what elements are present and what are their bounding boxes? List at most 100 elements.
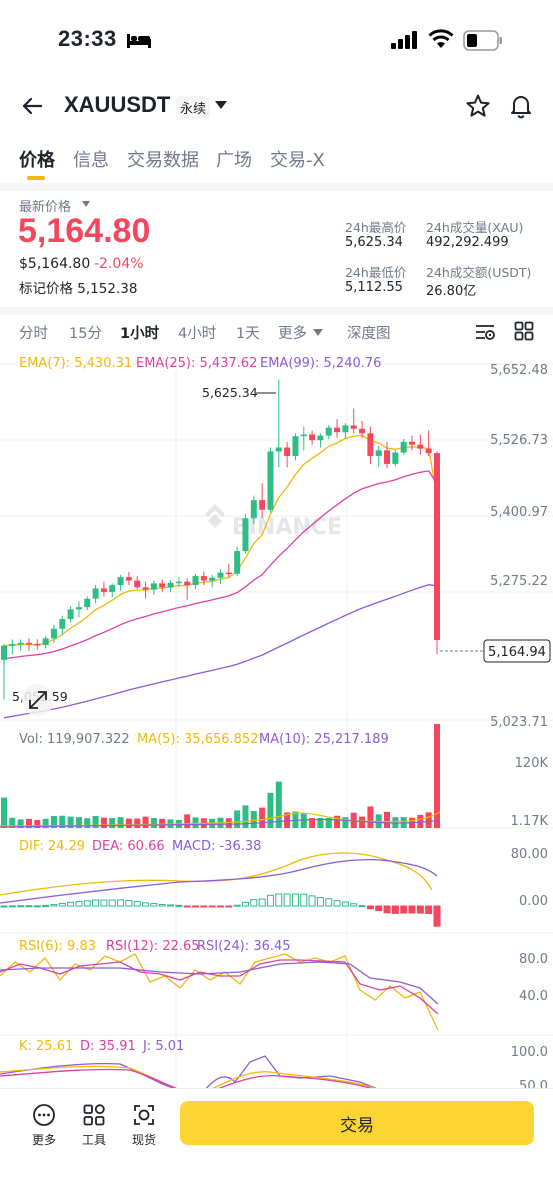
- volume-bar: [417, 814, 424, 828]
- spot-button[interactable]: 现货: [124, 1103, 164, 1148]
- macd-bar: [308, 895, 316, 907]
- ema25-label: EMA(25): 5,437.62: [136, 356, 257, 371]
- macd-dea-label: DEA: 60.66: [92, 839, 165, 854]
- macd-bar: [67, 901, 75, 907]
- volume-bar: [367, 806, 374, 828]
- tools-button[interactable]: 工具: [74, 1103, 114, 1148]
- volume-bar: [184, 814, 191, 828]
- ema7-label: EMA(7): 5,430.31: [19, 356, 132, 371]
- macd-bar: [233, 904, 241, 907]
- candle-body: [75, 607, 82, 610]
- candle-body: [67, 609, 74, 620]
- macd-bar: [150, 903, 158, 907]
- macd-bar: [58, 902, 66, 907]
- symbol-dropdown-caret-icon[interactable]: [215, 100, 227, 110]
- mark-price: 标记价格 5,152.38: [19, 281, 138, 297]
- back-arrow-icon[interactable]: [20, 94, 44, 118]
- macd-bar: [125, 899, 133, 907]
- section-divider-2: [0, 307, 553, 315]
- volume-bar: [275, 781, 282, 828]
- candle-body: [92, 588, 99, 599]
- symbol-name[interactable]: XAUUSDT: [64, 92, 171, 117]
- rsi6-label: RSI(6): 9.83: [19, 939, 96, 954]
- macd-bar: [0, 905, 8, 908]
- notification-bell-icon[interactable]: [508, 93, 534, 119]
- rsi-tick-2: 40.0: [519, 989, 548, 1004]
- candle-body: [334, 427, 341, 433]
- macd-bar: [200, 905, 208, 908]
- candle-body: [209, 577, 216, 581]
- macd-bar: [366, 905, 374, 910]
- indicator-settings-icon[interactable]: [474, 322, 496, 342]
- macd-bar: [325, 898, 333, 907]
- candle-body: [84, 598, 91, 608]
- interval-1h[interactable]: 1小时: [120, 326, 160, 342]
- volume-bar: [309, 818, 316, 828]
- macd-bar: [175, 904, 183, 907]
- latest-price-label[interactable]: 最新价格: [19, 200, 72, 215]
- candle-body: [434, 453, 440, 641]
- macd-histogram: [0, 893, 441, 927]
- macd-bar: [275, 893, 283, 907]
- favorite-star-icon[interactable]: [465, 93, 491, 119]
- watermark-text: BINANCE: [232, 515, 342, 540]
- candle-body: [375, 450, 382, 456]
- price-change-percent: -2.04%: [94, 256, 144, 272]
- chart-gridlines: [0, 363, 553, 1090]
- candle-body: [342, 425, 349, 433]
- tab-square[interactable]: 广场: [216, 150, 252, 171]
- interval-line[interactable]: 分时: [19, 326, 48, 342]
- macd-bar: [333, 900, 341, 907]
- interval-15m[interactable]: 15分: [69, 326, 102, 342]
- kline-chart[interactable]: BINANCE EMA(7): 5,430.31 EMA(25): 5,437.…: [0, 350, 553, 1090]
- status-bar: 23:33: [0, 0, 553, 80]
- depth-chart-tab[interactable]: 深度图: [347, 326, 391, 342]
- interval-4h[interactable]: 4小时: [178, 326, 217, 342]
- tab-trade-x[interactable]: 交易-X: [270, 150, 325, 171]
- price-summary: 最新价格 5,164.80 $5,164.80 -2.04% 标记价格 5,15…: [0, 192, 553, 307]
- candle-body: [150, 583, 157, 590]
- macd-bar: [100, 899, 108, 907]
- kdj-j-label: J: 5.01: [142, 1039, 184, 1054]
- perpetual-badge: 永续: [176, 96, 211, 119]
- macd-bar: [50, 904, 58, 907]
- macd-bar: [391, 905, 399, 914]
- volume-bar: [59, 815, 66, 828]
- price-tick-3: 5,400.97: [490, 505, 548, 520]
- macd-bar: [400, 905, 408, 914]
- fullscreen-expand-icon[interactable]: [22, 684, 54, 716]
- latest-price-caret-icon[interactable]: [82, 201, 90, 207]
- volume-bar: [384, 811, 391, 828]
- volume-tick-1: 120K: [515, 756, 549, 771]
- volume-label: Vol: 119,907.322: [19, 732, 130, 747]
- interval-more[interactable]: 更多: [278, 326, 307, 342]
- macd-dif-label: DIF: 24.29: [19, 839, 85, 854]
- trade-button[interactable]: 交易: [180, 1101, 534, 1145]
- candle-body: [292, 436, 299, 456]
- candle-body: [359, 428, 366, 434]
- tab-info[interactable]: 信息: [73, 150, 109, 171]
- candle-body: [117, 577, 124, 586]
- more-button[interactable]: 更多: [24, 1103, 64, 1148]
- more-caret-icon[interactable]: [313, 329, 323, 336]
- macd-bar: [183, 905, 191, 908]
- macd-bar: [83, 900, 91, 907]
- low-24h-value: 5,112.55: [345, 280, 403, 295]
- volume-ma10-label: MA(10): 25,217.189: [259, 732, 389, 747]
- interval-1d[interactable]: 1天: [236, 326, 260, 342]
- high-marker-label: 5,625.34: [202, 385, 258, 400]
- macd-bar: [225, 905, 233, 908]
- tab-price[interactable]: 价格: [19, 150, 55, 171]
- candle-body: [9, 643, 16, 646]
- layout-grid-icon[interactable]: [514, 321, 534, 341]
- ema25-line: [3, 470, 438, 660]
- volume-bar: [142, 816, 149, 828]
- rsi-tick-1: 80.0: [519, 952, 548, 967]
- rsi12-label: RSI(12): 22.65: [106, 939, 200, 954]
- battery-icon: [463, 30, 502, 51]
- volume-bar: [159, 818, 166, 828]
- candle-body: [167, 582, 174, 588]
- candle-body: [42, 638, 49, 646]
- tab-trading-data[interactable]: 交易数据: [127, 150, 199, 171]
- current-price-tag-text: 5,164.94: [488, 645, 546, 660]
